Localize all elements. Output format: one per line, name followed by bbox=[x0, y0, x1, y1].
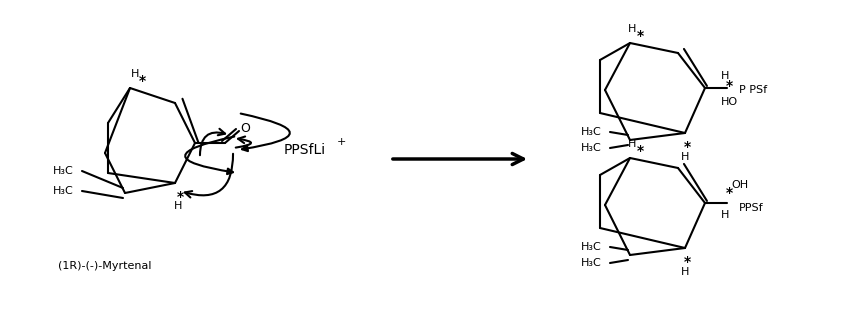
Text: *: * bbox=[637, 144, 644, 158]
Text: H₃C: H₃C bbox=[581, 242, 602, 252]
Text: H₃C: H₃C bbox=[581, 127, 602, 137]
Text: H: H bbox=[681, 152, 689, 162]
Text: PPSf: PPSf bbox=[739, 203, 764, 213]
Text: H: H bbox=[174, 201, 183, 211]
Text: O: O bbox=[240, 122, 250, 135]
Text: H: H bbox=[681, 267, 689, 277]
Text: H: H bbox=[628, 139, 636, 149]
Text: H: H bbox=[721, 71, 729, 81]
Text: P PSf: P PSf bbox=[739, 85, 767, 95]
Text: H: H bbox=[628, 24, 636, 34]
Text: (1R)-(-)-Myrtenal: (1R)-(-)-Myrtenal bbox=[58, 261, 151, 271]
Text: H: H bbox=[721, 210, 729, 220]
Text: OH: OH bbox=[731, 180, 748, 190]
Text: *: * bbox=[683, 140, 690, 154]
Text: *: * bbox=[726, 186, 733, 200]
Text: *: * bbox=[637, 29, 644, 43]
Text: H: H bbox=[131, 69, 139, 79]
Text: H₃C: H₃C bbox=[54, 186, 74, 196]
Text: +: + bbox=[337, 137, 346, 147]
Text: *: * bbox=[176, 190, 183, 204]
Text: *: * bbox=[726, 79, 733, 93]
Text: H₃C: H₃C bbox=[581, 143, 602, 153]
Text: H₃C: H₃C bbox=[54, 166, 74, 176]
Text: HO: HO bbox=[721, 97, 738, 107]
Text: *: * bbox=[138, 74, 145, 88]
Text: PPSfLi: PPSfLi bbox=[284, 143, 326, 157]
Text: *: * bbox=[683, 255, 690, 269]
Text: H₃C: H₃C bbox=[581, 258, 602, 268]
